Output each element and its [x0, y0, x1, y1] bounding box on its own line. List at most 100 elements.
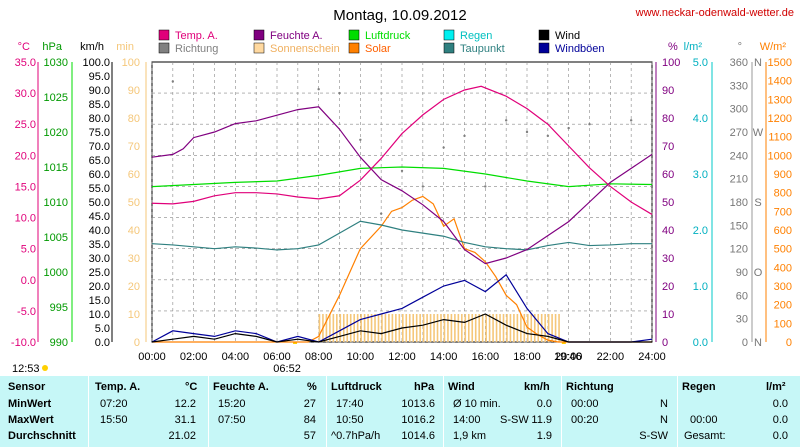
direction-point — [359, 138, 362, 141]
sunshine-bar — [447, 314, 449, 342]
axis-tick-label: 10 — [662, 309, 674, 321]
axis-tick-label: 1000 — [44, 267, 68, 279]
axis-tick-label: 95.0 — [89, 71, 110, 83]
sunshine-bar — [388, 314, 390, 342]
axis-unit-label: ° — [738, 41, 742, 53]
sunshine-bar — [422, 314, 425, 342]
axis-tick-label: 60.0 — [89, 169, 110, 181]
row-label: MaxWert — [8, 414, 54, 426]
sunshine-bar — [398, 314, 401, 342]
row-label: MinWert — [8, 398, 52, 410]
sunshine-bar — [481, 314, 484, 342]
sunshine-bar — [544, 314, 546, 342]
axis-tick-label: 1000 — [768, 150, 792, 162]
axis-tick-label: -10.0 — [11, 337, 36, 349]
richtung-value: S-SW — [639, 430, 668, 442]
legend-swatch — [538, 29, 550, 41]
direction-point — [421, 185, 425, 188]
compass-label: O — [754, 267, 763, 279]
temp-value: 12.2 — [174, 398, 196, 410]
feuchte-time: 07:50 — [218, 414, 246, 426]
direction-point — [171, 80, 175, 83]
axis-tick-label: 1300 — [768, 94, 792, 106]
direction-point — [317, 88, 320, 91]
richtung-time: 00:20 — [571, 414, 599, 426]
druck-time: 10:50 — [336, 414, 364, 426]
sunshine-bar — [454, 314, 456, 342]
header-regen: Regen — [682, 381, 716, 393]
axis-unit-label: hPa — [42, 41, 62, 53]
compass-label: S — [754, 197, 761, 209]
header-temp: Temp. A. — [95, 381, 141, 393]
compass-label: N — [754, 337, 762, 349]
axis-tick-label: 35.0 — [15, 57, 36, 69]
x-tick-label: 06:00 — [263, 351, 291, 363]
sunshine-bar — [547, 314, 550, 342]
series-line-luftdruck — [151, 166, 653, 188]
x-tick-label: 24:00 — [638, 351, 666, 363]
axis-tick-label: 50 — [662, 197, 674, 209]
axis-unit-label: °C — [18, 41, 30, 53]
druck-value: 1013.6 — [401, 398, 435, 410]
sunshine-bar — [506, 314, 508, 342]
sunshine-bar — [381, 314, 383, 342]
axis-tick-label: 1010 — [44, 197, 68, 209]
sunshine-bar — [488, 314, 491, 342]
axis-tick-label: 0.0 — [21, 275, 36, 287]
header-feuchte: Feuchte A. — [213, 381, 269, 393]
sunshine-bar — [502, 314, 505, 342]
druck-value: 1014.6 — [401, 430, 435, 442]
axis-tick-label: 5.0 — [693, 57, 708, 69]
sunshine-bar — [530, 314, 533, 342]
axis-tick-label: 70 — [128, 141, 140, 153]
legend-label: Regen — [460, 30, 492, 42]
druck-value: 1016.2 — [401, 414, 435, 426]
axis-tick-label: 900 — [774, 169, 792, 181]
axis-tick-label: 300 — [730, 104, 748, 116]
header-luftdruck-unit: hPa — [414, 381, 435, 393]
axis-tick-label: 0 — [786, 337, 792, 349]
direction-point — [379, 212, 383, 215]
feuchte-value: 57 — [303, 430, 316, 442]
series-line-feuchte-a- — [151, 106, 653, 265]
axis-tick-label: 10.0 — [89, 309, 110, 321]
axis-tick-label: 990 — [50, 337, 68, 349]
direction-point — [588, 123, 591, 126]
regen-value: 0.0 — [772, 398, 788, 410]
sunshine-bar — [537, 314, 540, 342]
x-tick-label: 12:00 — [388, 351, 416, 363]
wind-time: 14:00 — [453, 414, 481, 426]
header-sensor: Sensor — [8, 381, 46, 393]
regen-value: 0.0 — [772, 414, 788, 426]
legend-swatch — [538, 42, 550, 54]
wind-value: 1.9 — [536, 430, 552, 442]
regen-time: 00:00 — [690, 414, 718, 426]
axis-tick-label: 0 — [742, 337, 748, 349]
sunshine-bar — [353, 314, 355, 342]
sunshine-bar — [558, 314, 560, 342]
axis-unit-label: % — [668, 41, 678, 53]
wind-time: 1,9 km — [453, 430, 487, 442]
series-line-taupunkt — [151, 220, 652, 251]
header-wind: Wind — [448, 381, 475, 393]
row-label: Durchschnitt — [8, 430, 76, 442]
axis-tick-label: 40.0 — [89, 225, 110, 237]
axis-tick-label: 0.0 — [693, 337, 708, 349]
axis-tick-label: 30 — [128, 253, 140, 265]
series-line-wind — [151, 313, 652, 343]
x-tick-label: 10:00 — [347, 351, 375, 363]
direction-point — [338, 91, 341, 95]
feuchte-value: 84 — [303, 414, 316, 426]
axis-tick-label: 90 — [736, 267, 748, 279]
x-tick-label: 00:00 — [138, 351, 166, 363]
axis-tick-label: 60 — [662, 169, 674, 181]
axis-tick-label: 60 — [128, 169, 140, 181]
axis-tick-label: 20 — [128, 281, 140, 293]
website-link[interactable]: www.neckar-odenwald-wetter.de — [635, 7, 794, 19]
axis-tick-label: 25.0 — [89, 267, 110, 279]
sunshine-bar — [370, 314, 373, 342]
axis-tick-label: 0 — [134, 337, 140, 349]
header-temp-unit: °C — [185, 381, 198, 393]
axis-tick-label: 30.0 — [89, 253, 110, 265]
x-tick-label: 20:00 — [555, 351, 583, 363]
